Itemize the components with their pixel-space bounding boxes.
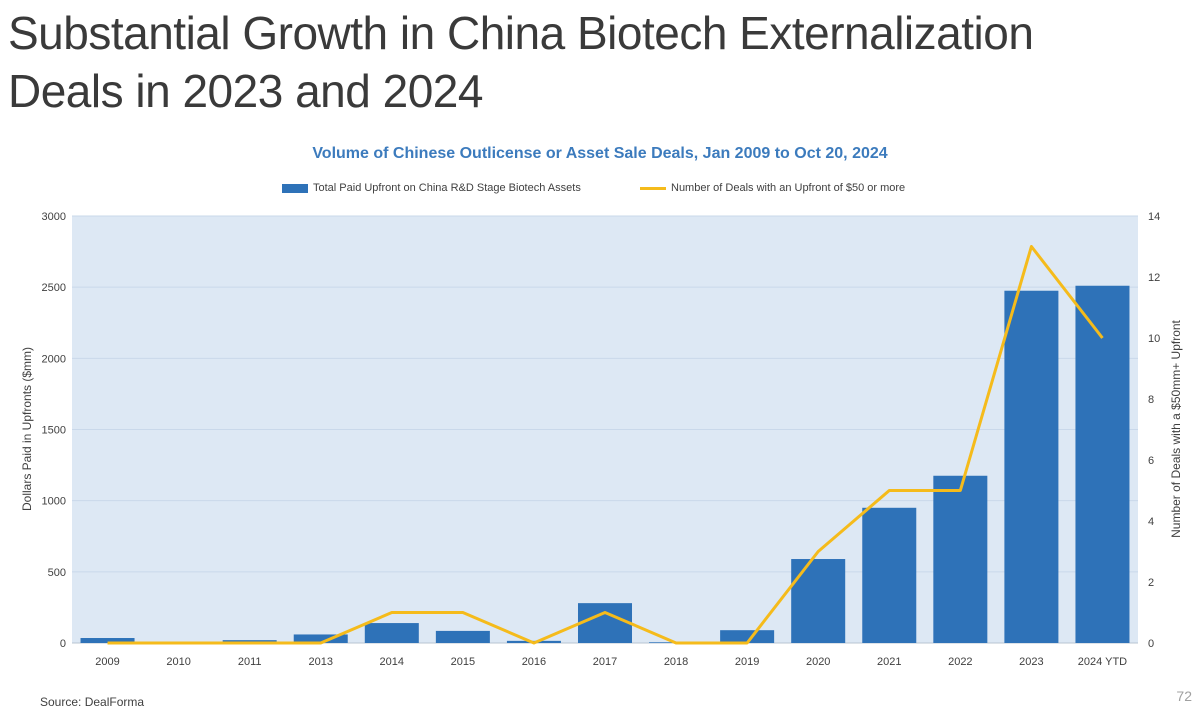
y2-axis-ticks: 0 2 4 6 8 10 12 14 — [1148, 211, 1160, 650]
y-tick-label: 500 — [48, 567, 66, 579]
x-tick-label: 2017 — [593, 656, 617, 668]
y2-tick-label: 6 — [1148, 455, 1154, 467]
chart-legend: Total Paid Upfront on China R&D Stage Bi… — [0, 180, 1200, 196]
legend-item-line: Number of Deals with an Upfront of $50 o… — [640, 180, 905, 196]
y-tick-label: 2500 — [42, 282, 66, 294]
bar — [293, 634, 348, 643]
y-tick-label: 2000 — [42, 353, 66, 365]
chart-title: Volume of Chinese Outlicense or Asset Sa… — [312, 145, 888, 162]
legend-item-bar: Total Paid Upfront on China R&D Stage Bi… — [282, 180, 581, 196]
x-tick-label: 2019 — [735, 656, 759, 668]
y2-axis-label: Number of Deals with a $50mm+ Upfront — [1169, 319, 1183, 537]
legend-label-bar: Total Paid Upfront on China R&D Stage Bi… — [313, 182, 581, 194]
y2-tick-label: 10 — [1148, 333, 1160, 345]
x-tick-label: 2023 — [1019, 656, 1043, 668]
source-note: Source: DealForma — [40, 695, 145, 709]
y2-tick-label: 14 — [1148, 211, 1160, 223]
y-axis-label: Dollars Paid in Upfronts ($mm) — [20, 347, 34, 511]
x-tick-label: 2009 — [95, 656, 119, 668]
bar — [720, 630, 775, 643]
bar — [791, 559, 846, 643]
y-tick-label: 1500 — [42, 425, 66, 437]
bar — [1004, 290, 1059, 643]
line-series — [107, 245, 1104, 645]
y2-tick-label: 12 — [1148, 272, 1160, 284]
bar — [933, 475, 988, 643]
x-tick-label: 2018 — [664, 656, 688, 668]
y2-tick-label: 0 — [1148, 638, 1154, 650]
slide-title: Substantial Growth in China Biotech Exte… — [8, 7, 1034, 117]
legend-swatch-line — [640, 186, 666, 190]
x-tick-label: 2022 — [948, 656, 972, 668]
x-axis-ticks: 2009 2010 2011 2013 2014 2015 2016 2017 2018 2019… — [95, 656, 1127, 668]
bar — [577, 603, 633, 643]
y2-tick-label: 4 — [1148, 516, 1154, 528]
x-tick-label: 2021 — [877, 656, 901, 668]
x-tick-label: 2014 — [380, 656, 404, 668]
bar — [862, 507, 917, 643]
x-tick-label: 2013 — [308, 656, 332, 668]
legend-swatch-bar — [282, 183, 308, 193]
x-tick-label: 2020 — [806, 656, 830, 668]
bar-series — [80, 285, 1130, 643]
x-tick-label: 2016 — [522, 656, 546, 668]
y2-tick-label: 8 — [1148, 394, 1154, 406]
y-tick-label: 1000 — [42, 496, 66, 508]
page-number: 72 — [1176, 688, 1192, 704]
y-tick-label: 3000 — [42, 211, 66, 223]
y-axis-ticks: 0 500 1000 1500 2000 2500 3000 — [42, 211, 66, 650]
y2-tick-label: 2 — [1148, 577, 1154, 589]
x-tick-label: 2024 YTD — [1078, 656, 1127, 668]
bar — [364, 623, 419, 643]
x-tick-label: 2011 — [238, 656, 262, 668]
x-tick-label: 2015 — [451, 656, 475, 668]
bar — [435, 630, 490, 643]
y-tick-label: 0 — [60, 638, 66, 650]
combo-chart: 0 500 1000 1500 2000 2500 3000 0 2 4 6 8 10 12 14 200… — [20, 211, 1183, 668]
x-tick-label: 2010 — [166, 656, 190, 668]
legend-label-line: Number of Deals with an Upfront of $50 o… — [671, 182, 906, 194]
bar — [80, 638, 135, 643]
bar — [1075, 285, 1130, 643]
